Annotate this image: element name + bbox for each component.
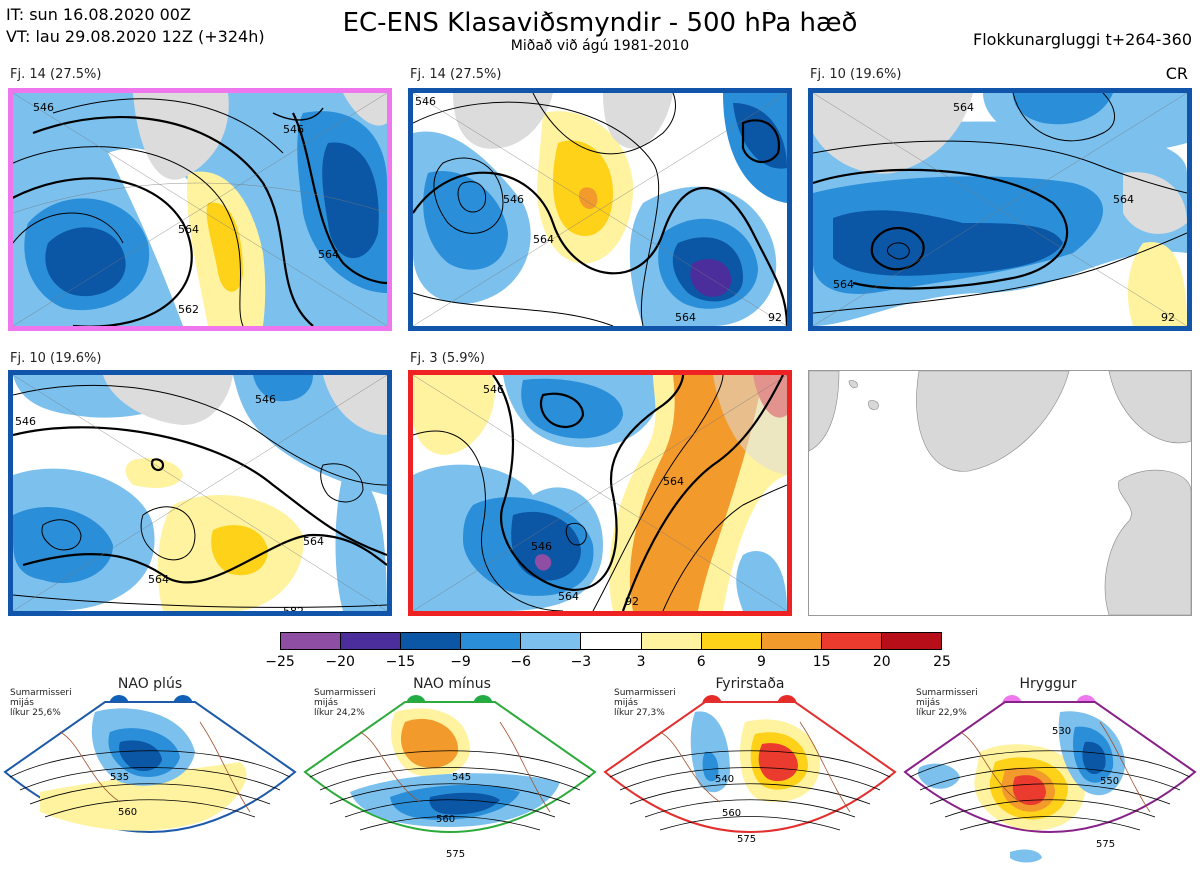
regime-4-title: Hryggur [1019, 676, 1077, 692]
colorbar-tick-label: 15 [812, 654, 831, 670]
cluster-map-2-svg: 546 546 564 564 92 [413, 93, 787, 326]
panel-2-label: Fj. 14 (27.5%) [410, 67, 502, 82]
regime-3-title: Fyrirstaða [715, 676, 785, 692]
panel-1-label: Fj. 14 (27.5%) [10, 67, 102, 82]
initial-time: IT: sun 16.08.2020 00Z [6, 5, 191, 24]
classification-window: Flokkunargluggi t+264-360 [973, 30, 1192, 49]
regime-3-note: Sumarmisseri mijás líkur 27,3% [614, 688, 676, 718]
p1-contour-label-4: 564 [318, 248, 339, 261]
p1-contour-label-1: 546 [33, 101, 54, 114]
regime-1-fan: 535 560 [3, 695, 297, 833]
panel-3-label: Fj. 10 (19.6%) [810, 67, 902, 82]
cluster-map-5-svg: 546 546 564 564 92 [413, 375, 787, 611]
regime-2-contour-label-1: 545 [452, 772, 471, 783]
colorbar-tick-label: −3 [570, 654, 592, 670]
weather-regimes: Sumarmisseri mijás líkur 25,6% NAO plús … [0, 672, 1200, 871]
colorbar-tick-label: −9 [450, 654, 471, 670]
cluster-map-5: 546 546 564 564 92 [408, 370, 792, 616]
cluster-map-1: 546 546 564 564 562 [8, 88, 392, 331]
regime-4-fan: 530 550 575 [903, 695, 1197, 863]
colorbar-segment [461, 633, 522, 649]
colorbar-tick-label: 3 [636, 654, 646, 670]
p2-contour-label-1: 546 [415, 95, 436, 108]
regime-4-contour-label-2: 550 [1100, 776, 1119, 787]
p1-contour-label-5: 562 [178, 303, 199, 316]
cluster-map-2: 546 546 564 564 92 [408, 88, 792, 331]
colorbar-tick-label: −15 [385, 654, 416, 670]
p4-contour-label-1: 546 [15, 415, 36, 428]
panel-4-label: Fj. 10 (19.6%) [10, 351, 102, 366]
regime-1-note: Sumarmisseri mijás líkur 25,6% [10, 688, 72, 718]
colorbar-segment [341, 633, 402, 649]
p5-contour-label-5: 92 [625, 595, 639, 608]
base-map [808, 370, 1192, 616]
colorbar-tick-label: 20 [872, 654, 891, 670]
colorbar-tick-label: −6 [510, 654, 532, 670]
p5-contour-label-3: 564 [663, 475, 684, 488]
colorbar [280, 632, 942, 650]
p1-contour-label-2: 546 [283, 123, 304, 136]
colorbar-segment [701, 633, 762, 649]
panel-5-label: Fj. 3 (5.9%) [410, 351, 485, 366]
valid-time: VT: lau 29.08.2020 12Z (+324h) [6, 27, 265, 46]
p3-contour-label-3: 564 [1113, 193, 1134, 206]
regime-3-contour-label-1: 540 [715, 774, 734, 785]
regime-1-contour-label-1: 535 [110, 772, 129, 783]
regime-2-contour-label-3: 575 [446, 849, 465, 860]
cluster-map-4: 546 546 564 564 582 [8, 370, 392, 616]
colorbar-tick-label: −25 [265, 654, 295, 670]
colorbar-tick-label: 25 [933, 654, 951, 670]
p2-contour-label-3: 564 [533, 233, 554, 246]
p4-contour-label-4: 564 [303, 535, 324, 548]
cr-label: CR [1165, 64, 1188, 83]
p5-contour-label-1: 546 [483, 383, 504, 396]
regime-1-contour-label-2: 560 [118, 807, 137, 818]
colorbar-segment [641, 633, 702, 649]
colorbar-segment [521, 633, 582, 649]
p4-contour-label-2: 546 [255, 393, 276, 406]
cluster-map-4-svg: 546 546 564 564 582 [13, 375, 387, 611]
regime-3-contour-label-2: 560 [722, 808, 741, 819]
p2-contour-label-4: 564 [675, 311, 696, 324]
p2-contour-label-5: 92 [768, 311, 782, 324]
colorbar-segment [881, 633, 942, 649]
regime-3-fan: 540 560 575 [603, 695, 897, 845]
p5-contour-label-4: 564 [558, 590, 579, 603]
regime-2-contour-label-2: 560 [436, 814, 455, 825]
colorbar-tick-label: 6 [696, 654, 706, 670]
p4-contour-label-3: 564 [148, 573, 169, 586]
p5-contour-label-2: 546 [531, 540, 552, 553]
regime-2-title: NAO mínus [413, 676, 491, 692]
base-map-svg [809, 371, 1191, 615]
regime-3-contour-label-3: 575 [737, 834, 756, 845]
cluster-map-1-svg: 546 546 564 564 562 [13, 93, 387, 326]
colorbar-segment [281, 633, 342, 649]
colorbar-segment [581, 633, 642, 649]
regime-2-fan: 545 560 575 [303, 695, 597, 860]
regime-4-contour-label-1: 530 [1052, 726, 1071, 737]
cluster-map-3-svg: 564 564 564 92 [813, 93, 1187, 326]
colorbar-segment [821, 633, 882, 649]
colorbar-segment [761, 633, 822, 649]
colorbar-labels: −25 −20 −15 −9 −6 −3 3 6 9 15 20 25 [265, 652, 951, 674]
regime-2-note: Sumarmisseri mijás líkur 24,2% [314, 688, 376, 718]
regime-4-note: Sumarmisseri mijás líkur 22,9% [916, 688, 978, 718]
p3-contour-label-4: 92 [1161, 311, 1175, 324]
regime-4-contour-label-3: 575 [1096, 839, 1115, 850]
p2-contour-label-2: 546 [503, 193, 524, 206]
p3-contour-label-2: 564 [833, 278, 854, 291]
page-title: EC-ENS Klasaviðsmyndir - 500 hPa hæð [342, 8, 858, 38]
colorbar-tick-label: 9 [756, 654, 766, 670]
p3-contour-label-1: 564 [953, 101, 974, 114]
page-subtitle: Miðað við ágú 1981-2010 [510, 38, 690, 54]
forecast-times: IT: sun 16.08.2020 00Z VT: lau 29.08.202… [6, 4, 265, 48]
colorbar-tick-label: −20 [325, 654, 355, 670]
regime-1-title: NAO plús [117, 676, 183, 692]
p4-contour-label-5: 582 [283, 605, 304, 611]
p1-contour-label-3: 564 [178, 223, 199, 236]
cluster-map-3: 564 564 564 92 [808, 88, 1192, 331]
colorbar-segment [401, 633, 462, 649]
